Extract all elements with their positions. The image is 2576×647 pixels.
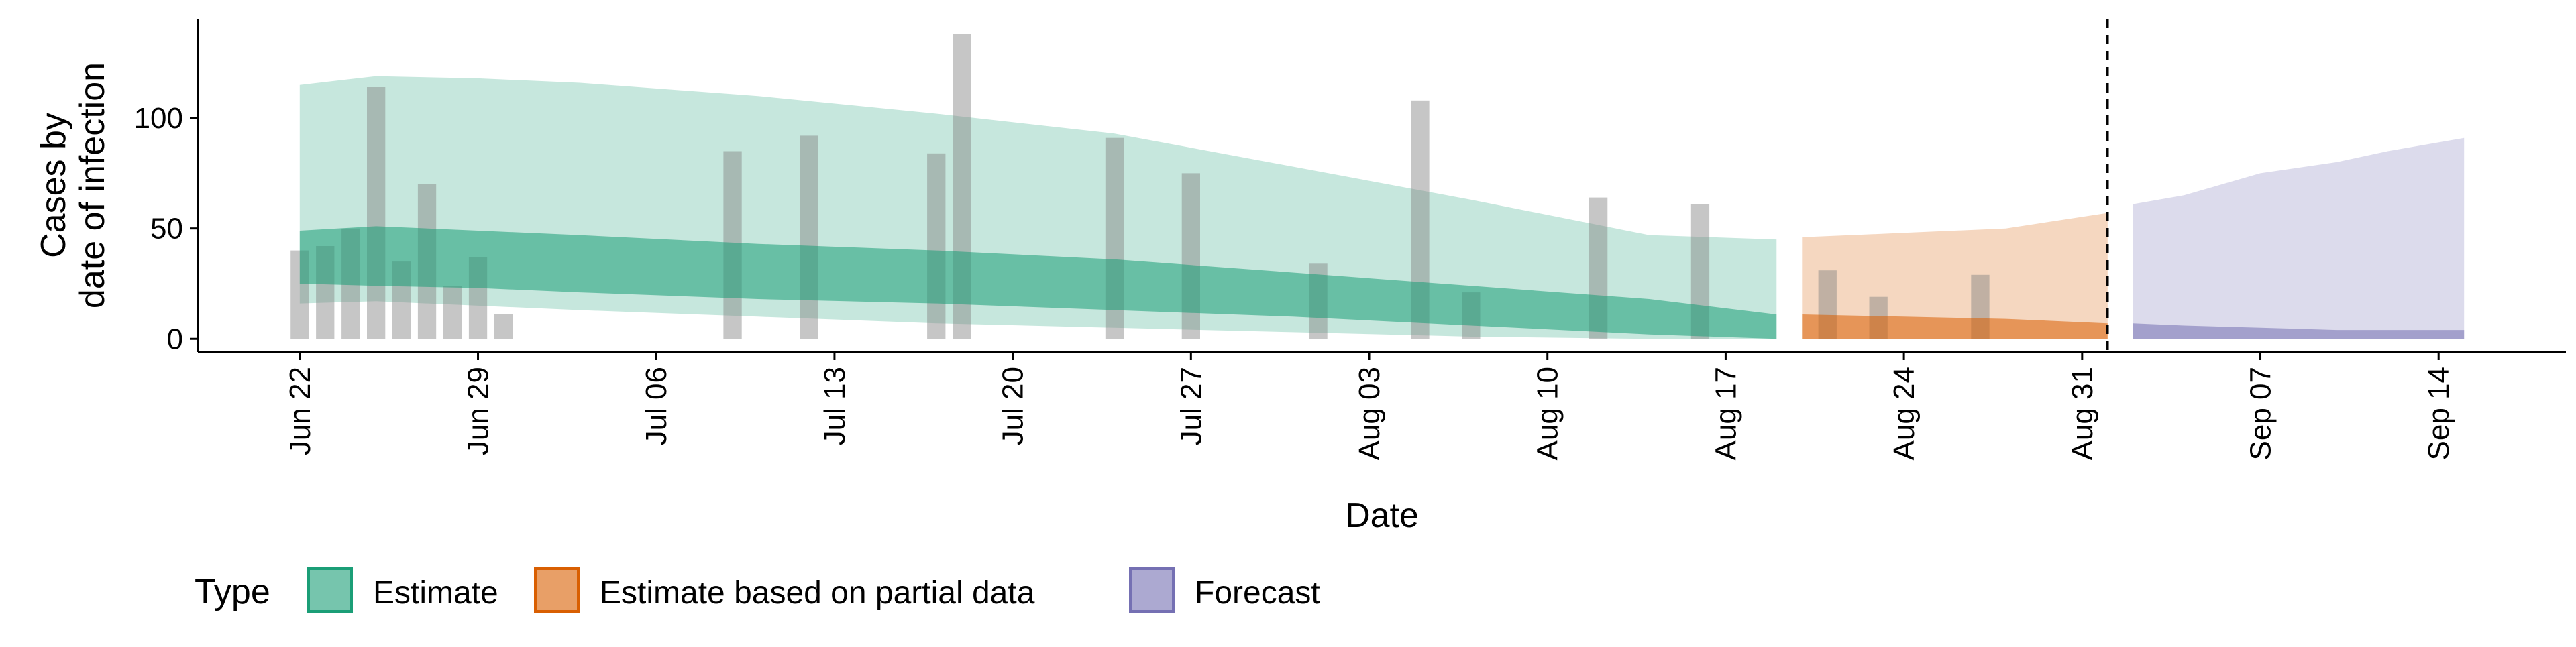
- x-tick-label-9: Aug 24: [1888, 367, 1921, 460]
- axes-layer: 0 50 100 Jun 22 Jun 29 Jul 06 Jul 13 Jul 20 Jul …: [34, 19, 2566, 535]
- inner-band-1: [1802, 314, 2108, 339]
- y-axis-title: Cases bydate of infection: [34, 62, 112, 308]
- y-axis-title-line-1: date of infection: [73, 62, 112, 308]
- legend-label-2: Forecast: [1195, 575, 1320, 611]
- reported-case-bar-6: [443, 286, 462, 339]
- legend-label-1: Estimate based on partial data: [600, 575, 1035, 611]
- inner-band-2: [2133, 323, 2465, 339]
- reported-case-bar-8: [494, 314, 513, 339]
- x-tick-label-12: Sep 14: [2422, 367, 2455, 460]
- y-tick-label-0: 0: [167, 322, 183, 355]
- x-tick-label-2: Jul 06: [640, 367, 673, 445]
- inner-band-0: [299, 226, 1777, 339]
- x-tick-label-11: Sep 07: [2245, 367, 2277, 460]
- legend-label-0: Estimate: [373, 575, 498, 611]
- x-tick-label-4: Jul 20: [997, 367, 1030, 445]
- reported-case-bar-10: [800, 135, 818, 339]
- x-tick-label-7: Aug 10: [1532, 367, 1564, 460]
- x-tick-label-8: Aug 17: [1709, 367, 1742, 460]
- x-tick-label-1: Jun 29: [462, 367, 495, 455]
- legend-swatch-0: [307, 567, 353, 613]
- inner-band-layer: [299, 226, 2465, 339]
- x-tick-label-0: Jun 22: [284, 367, 317, 455]
- y-tick-label-2: 100: [134, 102, 183, 135]
- x-tick-label-6: Aug 03: [1353, 367, 1386, 460]
- legend-title: Type: [195, 573, 270, 611]
- x-tick-label-3: Jul 13: [818, 367, 851, 445]
- reported-case-bar-3: [367, 87, 386, 339]
- legend-swatch-1: [534, 567, 580, 613]
- reported-case-bar-11: [927, 153, 946, 339]
- outer-band-2: [2133, 137, 2465, 339]
- legend-swatch-2: [1129, 567, 1175, 613]
- legend: Type Estimate Estimate based on partial da…: [195, 567, 1320, 613]
- x-tick-label-5: Jul 27: [1175, 367, 1208, 445]
- x-tick-label-10: Aug 31: [2066, 367, 2099, 460]
- y-tick-label-1: 50: [150, 213, 183, 245]
- x-axis-title: Date: [1345, 496, 1419, 535]
- reported-case-bar-14: [1181, 173, 1200, 339]
- y-axis-title-line-0: Cases by: [34, 113, 73, 258]
- outer-band-1: [1802, 213, 2108, 339]
